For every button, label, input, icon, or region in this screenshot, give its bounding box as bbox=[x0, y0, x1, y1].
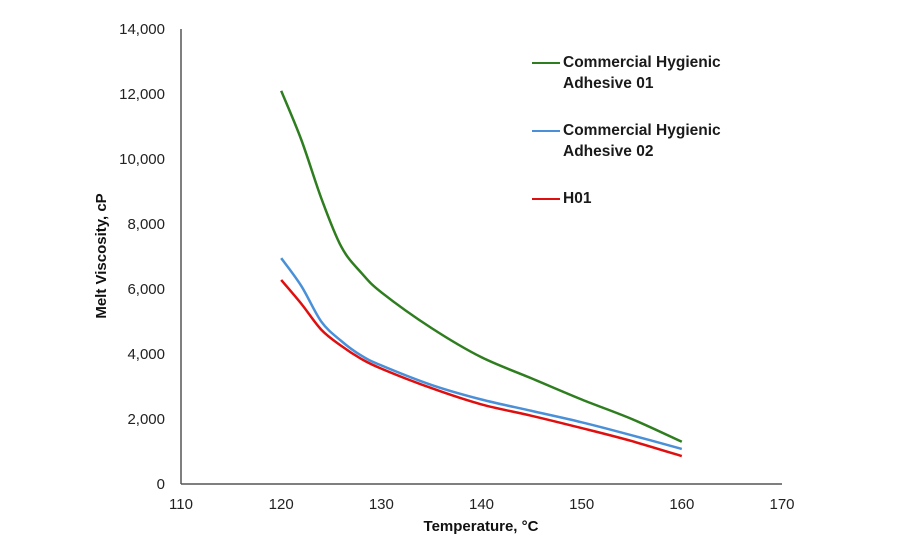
legend: Commercial Hygienic Adhesive 01 Commercial… bbox=[532, 52, 772, 235]
legend-swatch bbox=[532, 198, 560, 200]
legend-label: Commercial Hygienic Adhesive 02 bbox=[563, 120, 721, 162]
legend-label: H01 bbox=[563, 188, 591, 209]
legend-item: Commercial Hygienic Adhesive 02 bbox=[532, 120, 772, 162]
series-line-3 bbox=[280, 279, 683, 458]
y-tick-label: 0 bbox=[157, 476, 165, 493]
y-tick-label: 4,000 bbox=[127, 346, 165, 363]
x-tick-label: 150 bbox=[569, 496, 594, 513]
y-tick-label: 8,000 bbox=[127, 216, 165, 233]
x-tick-label: 120 bbox=[269, 496, 294, 513]
y-tick-label: 12,000 bbox=[119, 86, 165, 103]
x-axis-title: Temperature, °C bbox=[424, 518, 539, 535]
x-tick-label: 160 bbox=[669, 496, 694, 513]
legend-item: Commercial Hygienic Adhesive 01 bbox=[532, 52, 772, 94]
x-tick-label: 110 bbox=[169, 496, 193, 513]
legend-label-line: Commercial Hygienic bbox=[563, 54, 721, 71]
legend-swatch bbox=[532, 62, 560, 64]
y-axis-title: Melt Viscosity, cP bbox=[93, 193, 110, 318]
legend-label-line: Commercial Hygienic bbox=[563, 122, 721, 139]
series-line-1 bbox=[280, 90, 683, 443]
y-tick-label: 10,000 bbox=[119, 151, 165, 168]
legend-label-line: H01 bbox=[563, 190, 592, 207]
y-tick-label: 2,000 bbox=[127, 411, 165, 428]
y-tick-label: 14,000 bbox=[119, 21, 165, 38]
legend-swatch bbox=[532, 130, 560, 132]
legend-label: Commercial Hygienic Adhesive 01 bbox=[563, 52, 721, 94]
legend-label-line: Adhesive 01 bbox=[563, 75, 654, 92]
series-line-2 bbox=[280, 257, 683, 451]
legend-item: H01 bbox=[532, 188, 772, 209]
x-tick-label: 140 bbox=[469, 496, 494, 513]
legend-label-line: Adhesive 02 bbox=[563, 143, 654, 160]
y-tick-label: 6,000 bbox=[127, 281, 165, 298]
x-tick-label: 130 bbox=[369, 496, 394, 513]
x-tick-label: 170 bbox=[769, 496, 794, 513]
